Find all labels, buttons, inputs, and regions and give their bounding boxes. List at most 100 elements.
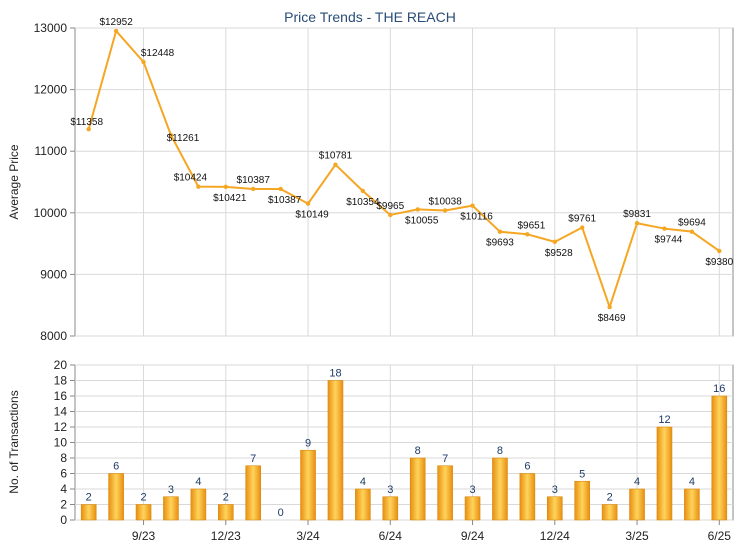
transaction-bar (245, 465, 262, 521)
bar-value-label: 3 (469, 484, 475, 496)
price-point-label: $9651 (517, 220, 545, 231)
transaction-bar (492, 457, 508, 521)
x-tick-label: 6/25 (708, 529, 732, 543)
transaction-bar (684, 488, 700, 521)
transactions-y-tick-label: 2 (60, 498, 67, 512)
transaction-bar (546, 496, 563, 521)
price-line: $11358 $12952 $12448 $11261 $10424 $10421 $103… (70, 17, 733, 324)
bar-value-label: 4 (360, 476, 366, 488)
bar-value-label: 4 (689, 476, 695, 488)
price-point (470, 203, 475, 208)
price-point (634, 221, 640, 226)
bar-value-label: 0 (278, 507, 284, 519)
transactions-y-tick-label: 8 (60, 451, 67, 465)
price-point-label: $12448 (141, 48, 175, 59)
price-point (717, 248, 722, 254)
price-y-tick-label: 8000 (40, 329, 67, 343)
price-point-label: $10354 (346, 197, 380, 208)
transaction-bar (629, 488, 645, 521)
bar-value-label: 8 (497, 445, 503, 457)
bar-value-label: 6 (113, 461, 119, 473)
price-point-label: $9380 (705, 257, 733, 268)
price-point (360, 188, 366, 194)
price-point-label: $9528 (545, 248, 573, 259)
bar-value-label: 5 (579, 468, 585, 480)
price-y-tick-label: 9000 (40, 267, 67, 281)
price-point (442, 208, 448, 213)
bar-value-label: 16 (713, 383, 725, 395)
transaction-bar (300, 449, 316, 521)
transaction-bar (135, 504, 152, 521)
price-point (580, 225, 585, 230)
price-point (662, 226, 667, 231)
price-y-tick-label: 13000 (34, 21, 68, 35)
transactions-chart-grid (70, 364, 734, 521)
bar-value-label: 3 (552, 484, 558, 496)
x-tick-label: 9/23 (132, 529, 156, 543)
transaction-bar (437, 465, 453, 521)
price-point (333, 162, 338, 167)
price-point (251, 186, 256, 192)
price-point-label: $10421 (213, 193, 247, 204)
price-y-axis-label: Average Price (7, 144, 21, 219)
price-point (278, 186, 283, 192)
x-tick-label: 3/25 (625, 529, 649, 543)
bar-value-label: 2 (223, 492, 229, 504)
transactions-y-tick-label: 10 (54, 436, 68, 450)
transactions-y-tick-label: 20 (54, 358, 68, 372)
transactions-y-tick-label: 0 (60, 513, 67, 527)
transaction-bar (601, 504, 618, 521)
transaction-bar (656, 426, 673, 521)
price-y-ticks: 8000 9000 10000 11000 12000 13000 (34, 21, 68, 343)
transactions-y-tick-label: 16 (54, 389, 68, 403)
bar-value-label: 4 (195, 476, 201, 488)
x-tick-label: 9/24 (461, 529, 485, 543)
price-y-tick-label: 12000 (34, 83, 68, 97)
price-point (305, 201, 311, 206)
transaction-bar (217, 504, 234, 521)
bar-value-label: 7 (250, 453, 256, 465)
price-point (141, 59, 146, 65)
transaction-bar (464, 496, 481, 521)
price-line-path (87, 29, 720, 309)
transaction-bar (190, 488, 207, 521)
price-point (388, 212, 393, 218)
transaction-bar (711, 395, 728, 521)
price-point-label: $9694 (678, 218, 706, 229)
price-point (86, 126, 91, 132)
bar-value-label: 3 (387, 484, 393, 496)
x-tick-label: 3/24 (296, 529, 320, 543)
price-point-label: $10387 (268, 195, 302, 206)
transaction-bar (519, 473, 536, 521)
x-tick-label: 12/24 (540, 529, 570, 543)
transactions-y-tick-label: 14 (54, 405, 68, 419)
price-plot-area (74, 27, 734, 337)
transaction-bar (355, 488, 371, 521)
bar-value-label: 9 (305, 437, 311, 449)
price-point-label: $9693 (486, 238, 514, 249)
bar-value-label: 6 (524, 461, 530, 473)
transactions-y-axis-label: No. of Transactions (7, 390, 21, 493)
price-point (552, 239, 557, 245)
price-point (689, 229, 695, 234)
transaction-bar (327, 380, 344, 521)
x-axis-ticks: 9/23 12/23 3/24 6/24 9/24 12/24 3/25 6/25 (132, 520, 731, 543)
transactions-y-tick-label: 4 (60, 482, 67, 496)
price-point-label: $10116 (460, 212, 493, 223)
bar-value-label: 7 (442, 453, 448, 465)
price-point-label: $10424 (174, 173, 208, 184)
transaction-bar (108, 473, 124, 521)
price-point-label: $9744 (655, 235, 683, 246)
price-point (113, 28, 119, 34)
price-point-label: $9761 (568, 214, 596, 225)
transactions-y-tick-label: 6 (60, 467, 67, 481)
bar-value-label: 8 (415, 445, 421, 457)
bar-value-label: 2 (86, 492, 92, 504)
price-point (196, 184, 201, 189)
price-point (497, 229, 503, 234)
price-point-label: $12952 (99, 17, 133, 28)
price-point (607, 304, 612, 310)
bar-value-label: 2 (607, 492, 613, 504)
